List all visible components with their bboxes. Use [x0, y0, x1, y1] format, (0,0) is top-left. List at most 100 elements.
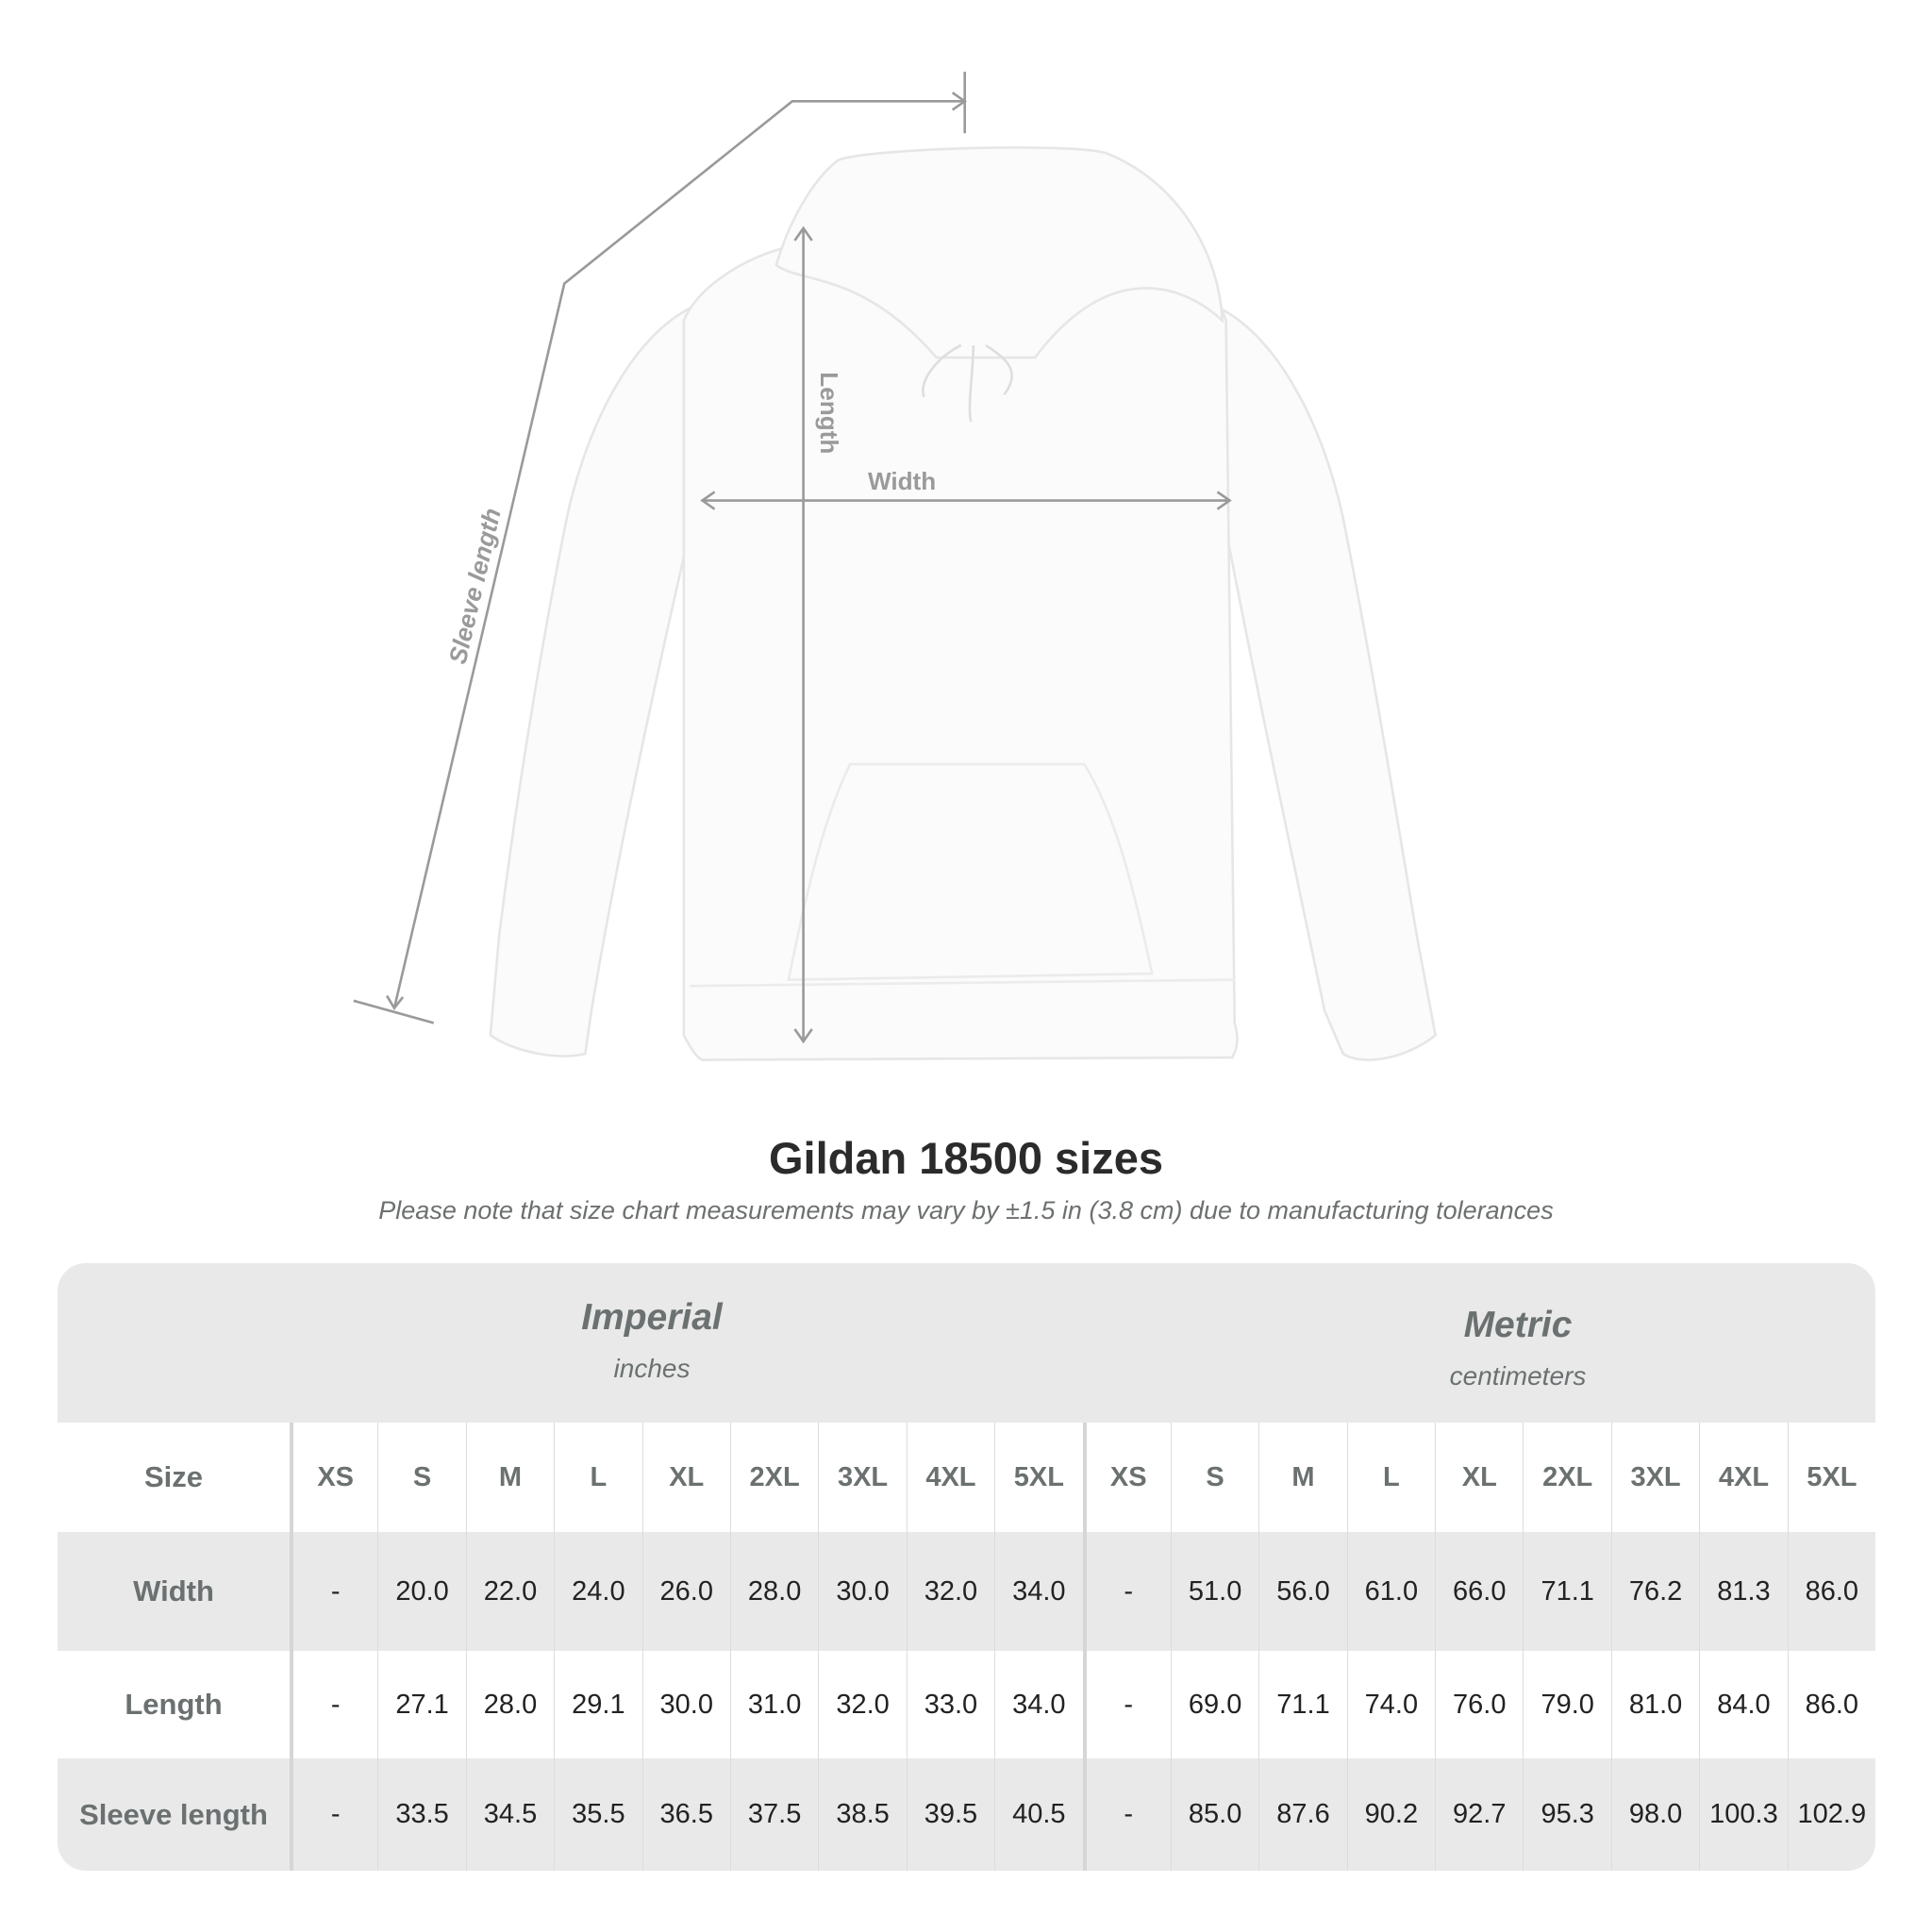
pocket	[787, 762, 1154, 981]
cell-metric: 90.2	[1346, 1758, 1435, 1871]
cell-metric: -	[1082, 1532, 1171, 1651]
cell-imperial: 34.0	[994, 1532, 1082, 1651]
size-imperial-header: 5XL	[994, 1423, 1082, 1532]
size-metric-header: S	[1170, 1423, 1258, 1532]
imperial-header: Imperial inches	[256, 1297, 1048, 1384]
hoodie	[489, 146, 1438, 1061]
size-imperial-header: L	[554, 1423, 641, 1532]
cell-imperial: 30.0	[641, 1651, 730, 1758]
cell-metric: 98.0	[1610, 1758, 1699, 1871]
width-line	[700, 491, 1232, 510]
width-label: Width	[868, 467, 936, 495]
cell-metric: 86.0	[1787, 1651, 1875, 1758]
cell-metric: 69.0	[1170, 1651, 1258, 1758]
length-label: Length	[815, 372, 843, 454]
size-table: Imperial inches Metric centimeters Size X…	[58, 1263, 1875, 1871]
size-metric-header: 3XL	[1610, 1423, 1699, 1532]
size-imperial-header: 2XL	[729, 1423, 818, 1532]
cell-metric: 81.3	[1699, 1532, 1787, 1651]
size-imperial-header: M	[465, 1423, 554, 1532]
cell-metric: 74.0	[1346, 1651, 1435, 1758]
cell-metric: 51.0	[1170, 1532, 1258, 1651]
cell-metric: 87.6	[1258, 1758, 1346, 1871]
right-sleeve	[1218, 306, 1438, 1061]
size-header-row: Size XS S M L XL 2XL 3XL 4XL 5XL XS S M L XL 2XL 3XL 4XL 5…	[58, 1423, 1875, 1532]
cell-metric: 56.0	[1258, 1532, 1346, 1651]
cell-imperial: 33.5	[377, 1758, 465, 1871]
cell-metric: 71.1	[1523, 1532, 1610, 1651]
cell-imperial: 28.0	[465, 1651, 554, 1758]
cell-metric: 81.0	[1610, 1651, 1699, 1758]
size-metric-header: M	[1258, 1423, 1346, 1532]
cell-metric: 71.1	[1258, 1651, 1346, 1758]
metric-unit: centimeters	[1449, 1361, 1587, 1391]
measure-lines	[353, 72, 1232, 1044]
cell-imperial: 36.5	[641, 1758, 730, 1871]
cell-metric: -	[1082, 1758, 1171, 1871]
table-row: Width -20.0 22.0 24.0 26.0 28.0 30.0 32.0 34.0-5…	[58, 1532, 1875, 1651]
cell-metric: 66.0	[1435, 1532, 1523, 1651]
size-metric-header: XL	[1435, 1423, 1523, 1532]
cell-imperial: 34.5	[465, 1758, 554, 1871]
cell-imperial: -	[290, 1651, 377, 1758]
cell-imperial: 31.0	[729, 1651, 818, 1758]
size-metric-header: XS	[1082, 1423, 1171, 1532]
size-imperial-header: XS	[290, 1423, 377, 1532]
size-metric-header: 5XL	[1787, 1423, 1875, 1532]
hoodie-illustration: Sleeve length Length Width	[353, 72, 1438, 1061]
row-label: Length	[125, 1688, 223, 1721]
cell-imperial: 22.0	[465, 1532, 554, 1651]
length-line	[793, 225, 813, 1044]
cell-metric: 100.3	[1699, 1758, 1787, 1871]
size-imperial-header: S	[377, 1423, 465, 1532]
cell-imperial: 37.5	[729, 1758, 818, 1871]
units-header: Imperial inches Metric centimeters	[58, 1263, 1875, 1423]
cell-imperial: 34.0	[994, 1651, 1082, 1758]
imperial-unit: inches	[613, 1354, 691, 1383]
size-imperial-header: 4XL	[906, 1423, 994, 1532]
cell-imperial: 40.5	[994, 1758, 1082, 1871]
drawstrings	[922, 343, 1013, 423]
metric-header: Metric centimeters	[1122, 1305, 1875, 1391]
cell-metric: 92.7	[1435, 1758, 1523, 1871]
sleeve-length-line	[392, 100, 965, 1008]
table-row: Sleeve length -33.5 34.5 35.5 36.5 37.5 38.5 39…	[58, 1758, 1875, 1871]
sleeve-length-label: Sleeve length	[443, 506, 507, 667]
size-metric-header: L	[1346, 1423, 1435, 1532]
cell-imperial: 30.0	[818, 1532, 906, 1651]
cell-metric: 86.0	[1787, 1532, 1875, 1651]
page-title: Gildan 18500 sizes	[768, 1133, 1164, 1183]
cell-metric: 85.0	[1170, 1758, 1258, 1871]
cell-imperial: 32.0	[906, 1532, 994, 1651]
row-label: Width	[133, 1574, 214, 1607]
left-sleeve	[489, 306, 691, 1058]
sleeve-top-arrow	[951, 92, 967, 111]
waistband	[690, 978, 1235, 988]
cell-metric: 76.2	[1610, 1532, 1699, 1651]
cell-imperial: 32.0	[818, 1651, 906, 1758]
metric-name: Metric	[1463, 1305, 1573, 1345]
cell-imperial: 27.1	[377, 1651, 465, 1758]
cell-imperial: -	[290, 1532, 377, 1651]
cell-imperial: 29.1	[554, 1651, 641, 1758]
size-metric-header: 4XL	[1699, 1423, 1787, 1532]
cell-imperial: 39.5	[906, 1758, 994, 1871]
cell-imperial: -	[290, 1758, 377, 1871]
cell-imperial: 33.0	[906, 1651, 994, 1758]
size-imperial-header: 3XL	[818, 1423, 906, 1532]
cell-imperial: 24.0	[554, 1532, 641, 1651]
sleeve-bottom-arrow	[386, 994, 405, 1010]
sleeve-bottom-tick	[353, 999, 435, 1024]
size-imperial-header: XL	[641, 1423, 730, 1532]
tolerance-note: Please note that size chart measurements…	[378, 1196, 1554, 1224]
row-label: Size	[143, 1460, 204, 1493]
imperial-name: Imperial	[581, 1297, 723, 1338]
cell-metric: 61.0	[1346, 1532, 1435, 1651]
cell-imperial: 35.5	[554, 1758, 641, 1871]
cell-imperial: 26.0	[641, 1532, 730, 1651]
cell-metric: 79.0	[1523, 1651, 1610, 1758]
cell-metric: 84.0	[1699, 1651, 1787, 1758]
cell-metric: 102.9	[1787, 1758, 1875, 1871]
cell-metric: -	[1082, 1651, 1171, 1758]
size-metric-header: 2XL	[1523, 1423, 1610, 1532]
